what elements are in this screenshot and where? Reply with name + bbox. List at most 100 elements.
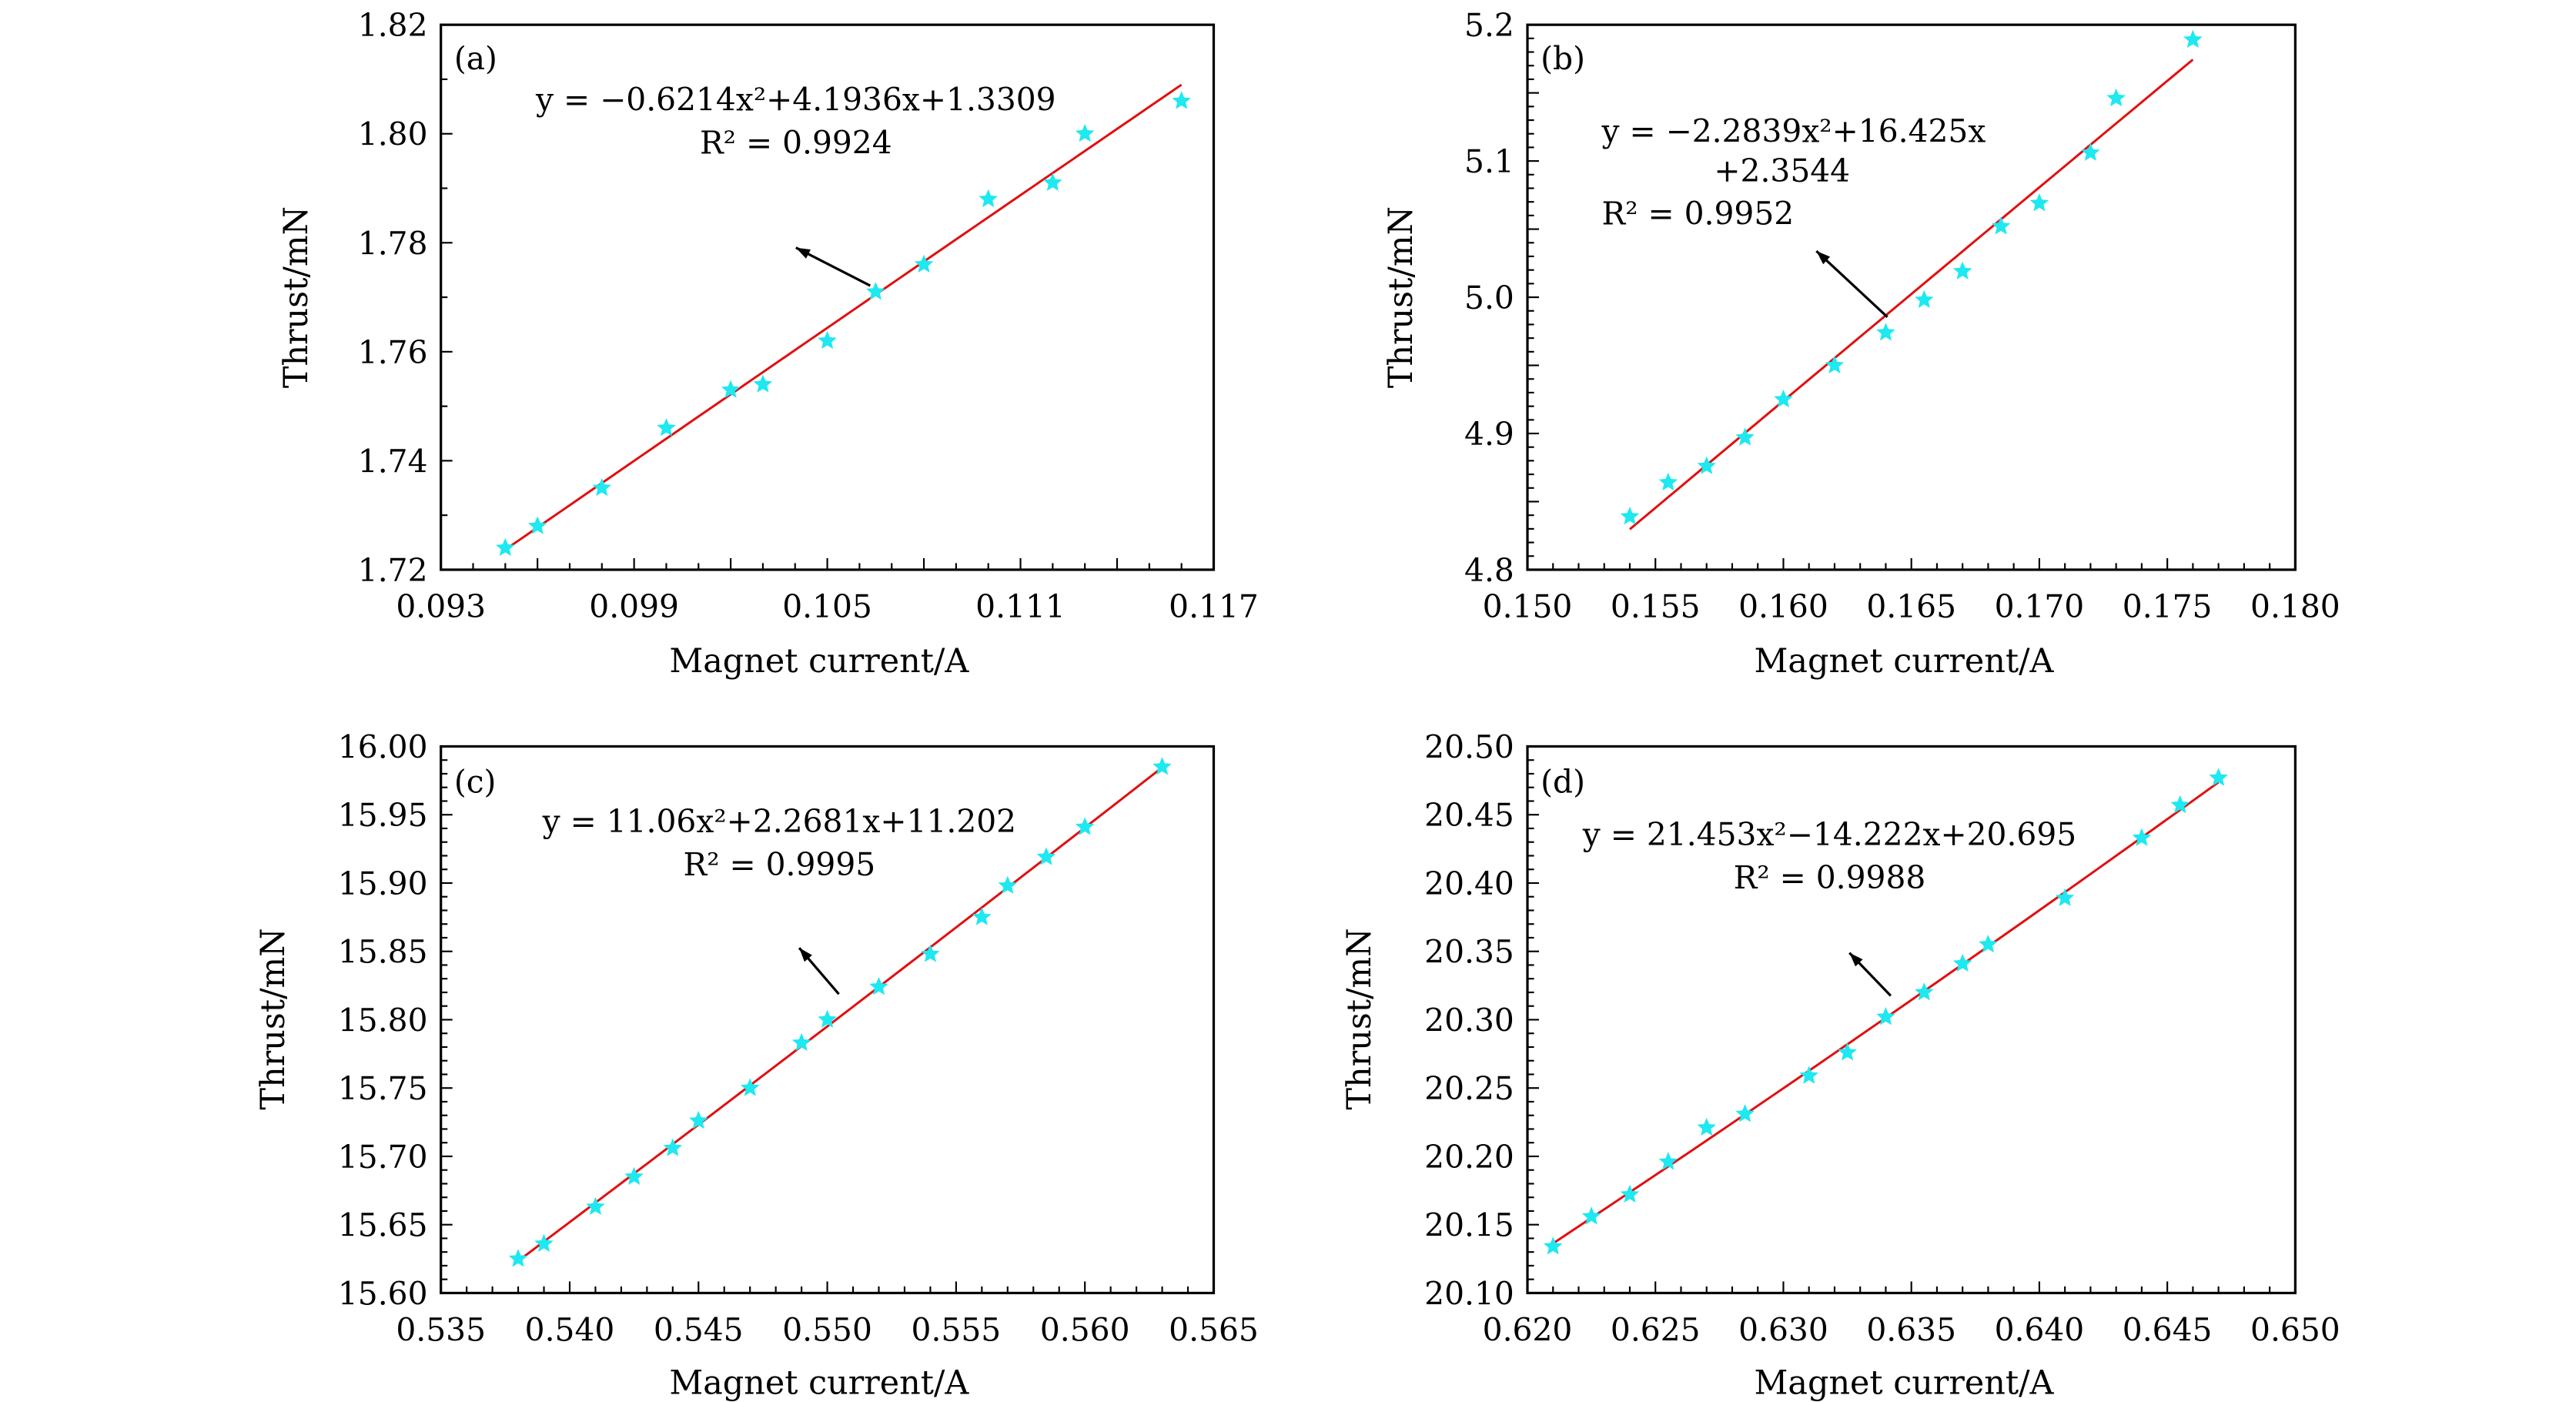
x-tick-label: 0.175 [2123, 588, 2213, 625]
x-axis-label: Magnet current/A [669, 642, 969, 681]
data-point [2106, 88, 2126, 107]
y-axis-label: Thrust/mN [1340, 928, 1379, 1109]
panel-label: (b) [1541, 40, 1585, 77]
data-point [979, 189, 998, 208]
y-tick-label: 5.0 [1464, 279, 1514, 316]
x-tick-label: 0.150 [1483, 588, 1573, 625]
data-point [1991, 216, 2011, 235]
y-tick-label: 15.95 [338, 797, 428, 834]
data-point [1876, 323, 1895, 341]
data-point [1620, 1184, 1640, 1203]
panel-a: (a) y = −0.6214x²+4.1936x+1.3309 R² = 0.… [277, 7, 1259, 681]
x-tick-label: 0.165 [1866, 588, 1956, 625]
data-point [1075, 817, 1095, 835]
y-tick-label: 1.80 [358, 116, 428, 153]
arrow-head [795, 247, 811, 259]
data-point [592, 477, 612, 497]
x-tick-label: 0.565 [1169, 1312, 1259, 1349]
x-tick-label: 0.635 [1866, 1312, 1956, 1349]
data-point [1876, 1007, 1895, 1026]
x-axis-label: Magnet current/A [669, 1364, 969, 1402]
data-point [1915, 982, 1934, 1001]
data-point [1544, 1236, 1563, 1255]
y-tick-label: 20.50 [1424, 728, 1514, 765]
data-point [2209, 768, 2228, 786]
data-point [2081, 142, 2100, 161]
arrow-head [799, 948, 812, 962]
data-point [2170, 795, 2190, 814]
y-tick-label: 5.1 [1464, 143, 1514, 180]
x-tick-label: 0.555 [912, 1312, 1002, 1349]
data-point [2055, 888, 2075, 906]
y-tick-label: 4.8 [1464, 552, 1514, 589]
x-tick-label: 0.117 [1169, 588, 1259, 625]
y-axis-label: Thrust/mN [277, 206, 316, 388]
data-point [657, 418, 676, 437]
x-tick-label: 0.111 [975, 588, 1066, 625]
data-point [1697, 456, 1716, 474]
data-point [1153, 757, 1172, 775]
data-point [740, 1078, 760, 1096]
data-point [663, 1138, 683, 1156]
data-point [753, 374, 773, 393]
x-tick-label: 0.180 [2250, 588, 2340, 625]
data-point [2183, 29, 2203, 49]
y-tick-label: 15.90 [338, 865, 428, 902]
x-tick-label: 0.640 [1995, 1312, 2085, 1349]
x-tick-label: 0.099 [589, 588, 679, 625]
data-point [586, 1196, 605, 1216]
y-tick-label: 5.2 [1464, 7, 1514, 44]
x-tick-label: 0.625 [1611, 1312, 1701, 1349]
x-tick-label: 0.620 [1483, 1312, 1573, 1349]
data-point [689, 1110, 708, 1129]
arrow-head [1816, 251, 1831, 265]
x-tick-label: 0.540 [525, 1312, 615, 1349]
data-point [721, 380, 741, 398]
x-tick-label: 0.535 [396, 1312, 486, 1349]
panel-label: (d) [1541, 764, 1585, 801]
panel-b: (b) y = −2.2839x²+16.425x +2.3544 R² = 0… [1382, 7, 2340, 681]
data-point [818, 330, 837, 350]
r-squared: R² = 0.9995 [684, 846, 876, 883]
y-tick-label: 20.40 [1424, 865, 1514, 902]
y-tick-label: 20.35 [1424, 934, 1514, 971]
data-point [1735, 427, 1755, 446]
plot-frame [440, 744, 1216, 1295]
data-point [1036, 847, 1056, 865]
data-point [1043, 172, 1062, 191]
x-tick-label: 0.650 [2250, 1312, 2340, 1349]
x-tick-label: 0.170 [1995, 588, 2085, 625]
annotation-arrow [1815, 249, 1889, 318]
data-point [2029, 193, 2049, 212]
data-point [534, 1233, 554, 1252]
data-point [791, 1032, 811, 1052]
data-point [1620, 507, 1640, 525]
data-point [914, 254, 934, 273]
y-tick-label: 1.72 [358, 552, 428, 589]
fit-equation: y = 11.06x²+2.2681x+11.202 [542, 803, 1017, 840]
y-tick-label: 16.00 [338, 728, 428, 765]
fit-equation-cont: +2.3544 [1714, 152, 1850, 189]
panel-c: (c) y = 11.06x²+2.2681x+11.202 R² = 0.99… [254, 728, 1259, 1402]
fit-curve [504, 83, 1183, 551]
data-point [1915, 289, 1934, 309]
data-point [869, 976, 888, 995]
panel-label: (c) [454, 764, 497, 801]
panel-label: (a) [454, 40, 497, 77]
plot-frame [1526, 23, 2297, 571]
data-point [527, 516, 547, 534]
panel-d: (d) y = 21.453x²−14.222x+20.695 R² = 0.9… [1340, 728, 2340, 1402]
y-tick-label: 1.82 [358, 7, 428, 44]
data-point [818, 1009, 837, 1028]
data-point [1658, 472, 1678, 491]
data-point [921, 944, 940, 962]
y-tick-label: 20.30 [1424, 1002, 1514, 1039]
y-tick-label: 20.45 [1424, 797, 1514, 834]
data-point [1774, 389, 1793, 408]
fit-equation: y = −2.2839x²+16.425x [1601, 112, 1986, 149]
x-tick-label: 0.093 [396, 588, 486, 625]
y-tick-label: 4.9 [1464, 416, 1514, 453]
data-point [1979, 934, 1998, 953]
fit-curve [1629, 59, 2194, 530]
